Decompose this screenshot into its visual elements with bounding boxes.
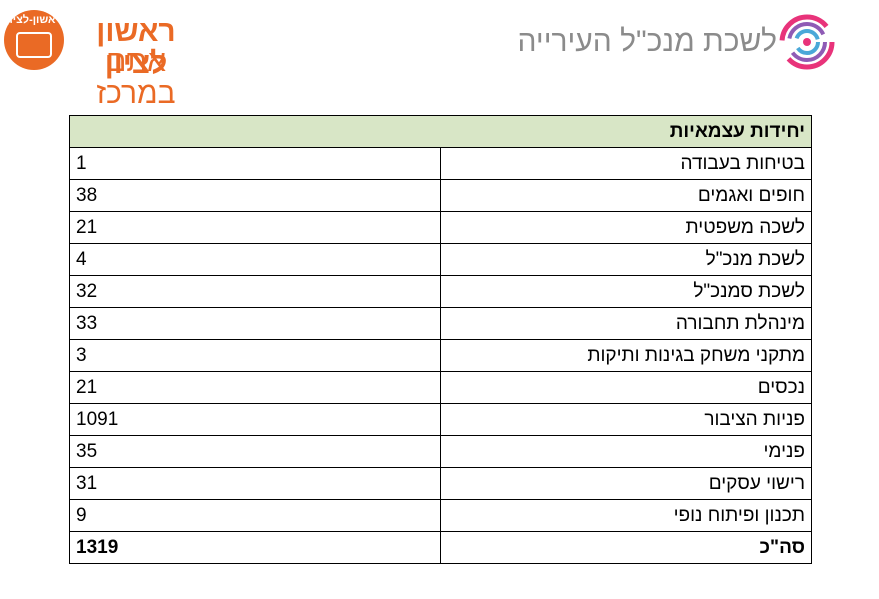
total-row: סה"כ 1319 bbox=[69, 531, 812, 564]
emblem-shape bbox=[16, 32, 52, 58]
unit-name: חופים ואגמים bbox=[440, 179, 812, 212]
table-row: לשכת סמנכ"ל 32 bbox=[69, 275, 812, 308]
table-header-row: יחידות עצמאיות bbox=[69, 115, 812, 148]
table-row: רישוי עסקים 31 bbox=[69, 467, 812, 500]
unit-count: 31 bbox=[69, 467, 441, 500]
logo-line-1: ראשון לציון bbox=[96, 15, 176, 80]
logo-line-2: אתם במרכז bbox=[96, 45, 176, 110]
table-row: חופים ואגמים 38 bbox=[69, 179, 812, 212]
city-emblem-icon: ראשון-לציון bbox=[4, 10, 64, 70]
table-row: לשכת מנכ"ל 4 bbox=[69, 243, 812, 276]
unit-count: 32 bbox=[69, 275, 441, 308]
table-header: יחידות עצמאיות bbox=[69, 115, 812, 148]
table-row: לשכה משפטית 21 bbox=[69, 211, 812, 244]
unit-name: רישוי עסקים bbox=[440, 467, 812, 500]
total-label: סה"כ bbox=[440, 531, 812, 564]
unit-name: נכסים bbox=[440, 371, 812, 404]
unit-count: 9 bbox=[69, 499, 441, 532]
rishon-lezion-logo: ראשון-לציון ראשון לציון אתם במרכז bbox=[4, 10, 204, 110]
unit-name: לשכת סמנכ"ל bbox=[440, 275, 812, 308]
unit-count: 38 bbox=[69, 179, 441, 212]
unit-name: תכנון ופיתוח נופי bbox=[440, 499, 812, 532]
table-row: נכסים 21 bbox=[69, 371, 812, 404]
table-row: בטיחות בעבודה 1 bbox=[69, 147, 812, 180]
unit-count: 21 bbox=[69, 211, 441, 244]
unit-name: פנימי bbox=[440, 435, 812, 468]
emblem-caption: ראשון-לציון bbox=[6, 14, 62, 26]
ceo-office-title: לשכת מנכ"ל העירייה bbox=[517, 25, 777, 58]
table-row: מתקני משחק בגינות ותיקות 3 bbox=[69, 339, 812, 372]
table-row: פניות הציבור 1091 bbox=[69, 403, 812, 436]
unit-count: 35 bbox=[69, 435, 441, 468]
unit-count: 4 bbox=[69, 243, 441, 276]
unit-name: בטיחות בעבודה bbox=[440, 147, 812, 180]
unit-name: פניות הציבור bbox=[440, 403, 812, 436]
unit-name: לשכת מנכ"ל bbox=[440, 243, 812, 276]
spiral-swirl-icon bbox=[779, 14, 835, 70]
table-row: תכנון ופיתוח נופי 9 bbox=[69, 499, 812, 532]
unit-name: מתקני משחק בגינות ותיקות bbox=[440, 339, 812, 372]
ceo-office-logo: לשכת מנכ"ל העירייה bbox=[517, 14, 835, 76]
unit-count: 1 bbox=[69, 147, 441, 180]
unit-count: 3 bbox=[69, 339, 441, 372]
total-value: 1319 bbox=[69, 531, 441, 564]
unit-name: מינהלת תחבורה bbox=[440, 307, 812, 340]
table-row: מינהלת תחבורה 33 bbox=[69, 307, 812, 340]
unit-count: 33 bbox=[69, 307, 441, 340]
table-row: פנימי 35 bbox=[69, 435, 812, 468]
independent-units-table: יחידות עצמאיות בטיחות בעבודה 1 חופים ואגמי… bbox=[69, 115, 812, 564]
unit-name: לשכה משפטית bbox=[440, 211, 812, 244]
unit-count: 21 bbox=[69, 371, 441, 404]
unit-count: 1091 bbox=[69, 403, 441, 436]
